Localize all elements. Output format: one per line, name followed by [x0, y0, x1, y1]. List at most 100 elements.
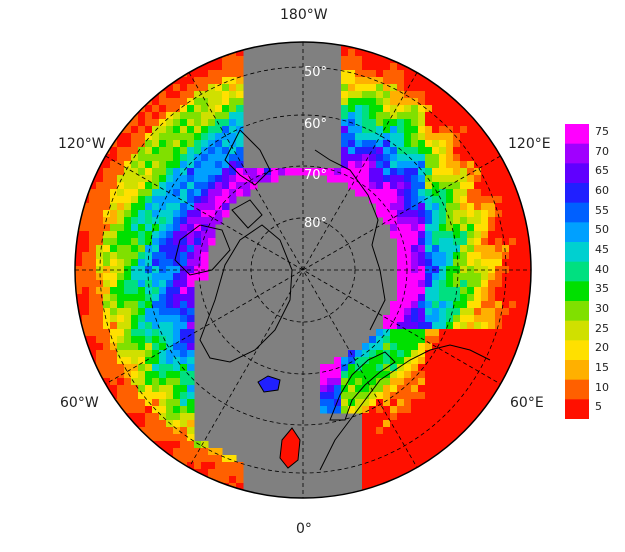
data-cell — [474, 308, 482, 316]
data-cell — [194, 224, 202, 232]
data-cell — [376, 119, 384, 127]
data-cell — [432, 364, 440, 372]
data-cell — [460, 70, 468, 78]
data-cell — [495, 112, 503, 120]
data-cell — [523, 154, 531, 162]
data-cell — [138, 224, 146, 232]
data-cell — [488, 448, 496, 456]
data-cell — [502, 315, 510, 323]
data-cell — [152, 63, 160, 71]
data-cell — [82, 252, 90, 260]
data-cell — [159, 329, 167, 337]
data-cell — [397, 217, 405, 225]
data-cell — [173, 350, 181, 358]
data-cell — [523, 63, 531, 71]
data-cell — [418, 196, 426, 204]
data-cell — [502, 392, 510, 400]
data-cell — [418, 273, 426, 281]
data-cell — [523, 56, 531, 64]
data-cell — [96, 119, 104, 127]
data-cell — [215, 98, 223, 106]
data-cell — [481, 133, 489, 141]
data-cell — [488, 70, 496, 78]
data-cell — [495, 98, 503, 106]
data-cell — [124, 406, 132, 414]
data-cell — [362, 84, 370, 92]
data-cell — [82, 434, 90, 442]
data-cell — [362, 63, 370, 71]
data-cell — [75, 231, 83, 239]
data-cell — [124, 497, 132, 498]
data-cell — [425, 154, 433, 162]
data-cell — [418, 175, 426, 183]
data-cell — [229, 182, 237, 190]
data-cell — [467, 63, 475, 71]
data-cell — [110, 455, 118, 463]
data-cell — [467, 490, 475, 498]
data-cell — [215, 448, 223, 456]
data-cell — [138, 84, 146, 92]
data-cell — [166, 56, 174, 64]
data-cell — [159, 217, 167, 225]
data-cell — [180, 196, 188, 204]
data-cell — [173, 413, 181, 421]
data-cell — [103, 105, 111, 113]
data-cell — [411, 98, 419, 106]
data-cell — [390, 378, 398, 386]
data-cell — [208, 63, 216, 71]
data-cell — [369, 70, 377, 78]
data-cell — [446, 343, 454, 351]
data-cell — [173, 231, 181, 239]
data-cell — [404, 154, 412, 162]
data-cell — [474, 196, 482, 204]
data-cell — [509, 378, 517, 386]
data-cell — [355, 357, 363, 365]
data-cell — [390, 168, 398, 176]
data-cell — [509, 434, 517, 442]
data-cell — [530, 196, 531, 204]
data-cell — [411, 392, 419, 400]
data-cell — [173, 406, 181, 414]
data-cell — [173, 98, 181, 106]
data-cell — [236, 490, 244, 498]
data-cell — [222, 112, 230, 120]
data-cell — [467, 161, 475, 169]
data-cell — [460, 336, 468, 344]
data-cell — [397, 343, 405, 351]
data-cell — [355, 392, 363, 400]
data-cell — [404, 224, 412, 232]
data-cell — [173, 497, 181, 498]
data-cell — [355, 406, 363, 414]
data-cell — [145, 343, 153, 351]
data-cell — [460, 420, 468, 428]
data-cell — [355, 175, 363, 183]
data-cell — [404, 441, 412, 449]
data-cell — [75, 364, 83, 372]
data-cell — [488, 441, 496, 449]
data-cell — [110, 385, 118, 393]
data-cell — [110, 329, 118, 337]
data-cell — [481, 189, 489, 197]
data-cell — [180, 231, 188, 239]
data-cell — [145, 91, 153, 99]
data-cell — [446, 42, 454, 50]
data-cell — [180, 420, 188, 428]
data-cell — [488, 224, 496, 232]
data-cell — [474, 392, 482, 400]
data-cell — [152, 420, 160, 428]
data-cell — [404, 56, 412, 64]
data-cell — [201, 189, 209, 197]
data-cell — [201, 42, 209, 50]
data-cell — [124, 357, 132, 365]
data-cell — [89, 371, 97, 379]
data-cell — [439, 147, 447, 155]
data-cell — [187, 427, 195, 435]
data-cell — [530, 56, 531, 64]
data-cell — [89, 427, 97, 435]
data-cell — [460, 140, 468, 148]
data-cell — [502, 238, 510, 246]
data-cell — [509, 350, 517, 358]
data-cell — [432, 42, 440, 50]
data-cell — [474, 77, 482, 85]
data-cell — [180, 378, 188, 386]
